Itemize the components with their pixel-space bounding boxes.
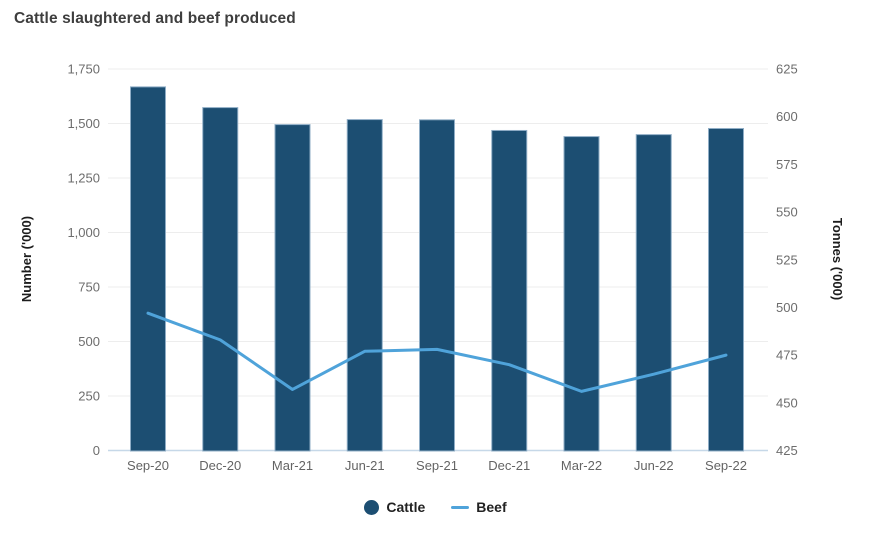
legend-circle-marker-icon bbox=[364, 499, 380, 515]
beef-line[interactable] bbox=[146, 311, 728, 393]
bar-mar-22[interactable] bbox=[563, 136, 600, 452]
right-axis-tick: 625 bbox=[776, 62, 798, 77]
x-axis-label: Dec-21 bbox=[488, 458, 530, 473]
left-axis-tick: 250 bbox=[78, 389, 100, 404]
right-axis-tick: 575 bbox=[776, 157, 798, 172]
legend-item-beef[interactable]: Beef bbox=[451, 499, 507, 515]
bar-sep-22[interactable] bbox=[708, 128, 744, 452]
left-axis-tick: 0 bbox=[93, 443, 100, 458]
combo-chart-plot: 0 250 500 750 1,000 1,250 1,500 1,750 425 450 475 5… bbox=[19, 62, 845, 474]
x-axis-label: Mar-22 bbox=[561, 458, 602, 473]
left-axis-tick: 1,000 bbox=[67, 225, 100, 240]
x-axis-label: Dec-20 bbox=[199, 458, 241, 473]
bar-dec-21[interactable] bbox=[491, 129, 528, 452]
left-axis-title: Number ('000) bbox=[19, 216, 34, 302]
legend: Cattle Beef bbox=[0, 499, 871, 515]
bar-dec-20[interactable] bbox=[202, 107, 239, 452]
left-axis-tick: 500 bbox=[78, 334, 100, 349]
right-axis-tick: 475 bbox=[776, 348, 798, 363]
left-axis-tick: 750 bbox=[78, 280, 100, 295]
bar-jun-22[interactable] bbox=[635, 134, 672, 452]
x-axis-label: Sep-20 bbox=[127, 458, 169, 473]
x-axis-label: Mar-21 bbox=[272, 458, 313, 473]
legend-line-marker-icon bbox=[451, 505, 470, 509]
x-axis-label: Sep-22 bbox=[705, 458, 747, 473]
bar-mar-21[interactable] bbox=[274, 124, 311, 452]
x-axis-label: Jun-22 bbox=[634, 458, 674, 473]
legend-label: Beef bbox=[476, 499, 507, 515]
left-axis-tick: 1,250 bbox=[67, 171, 100, 186]
bar-sep-21[interactable] bbox=[419, 119, 455, 452]
right-axis-tick: 425 bbox=[776, 443, 798, 458]
legend-item-cattle[interactable]: Cattle bbox=[364, 499, 425, 515]
right-axis-tick: 550 bbox=[776, 205, 798, 220]
legend-label: Cattle bbox=[386, 499, 426, 515]
left-axis-tick: 1,750 bbox=[67, 62, 100, 77]
bar-sep-20[interactable] bbox=[130, 86, 166, 452]
right-axis-tick: 500 bbox=[776, 300, 798, 315]
bar-jun-21[interactable] bbox=[346, 119, 383, 452]
right-axis-tick: 525 bbox=[776, 252, 798, 267]
left-axis-tick: 1,500 bbox=[67, 116, 100, 131]
chart-title: Cattle slaughtered and beef produced bbox=[14, 10, 296, 27]
right-axis-title: Tonnes ('000) bbox=[830, 218, 845, 300]
x-axis-label: Sep-21 bbox=[416, 458, 458, 473]
x-axis-label: Jun-21 bbox=[345, 458, 385, 473]
right-axis-tick: 600 bbox=[776, 109, 798, 124]
right-axis-tick: 450 bbox=[776, 395, 798, 410]
